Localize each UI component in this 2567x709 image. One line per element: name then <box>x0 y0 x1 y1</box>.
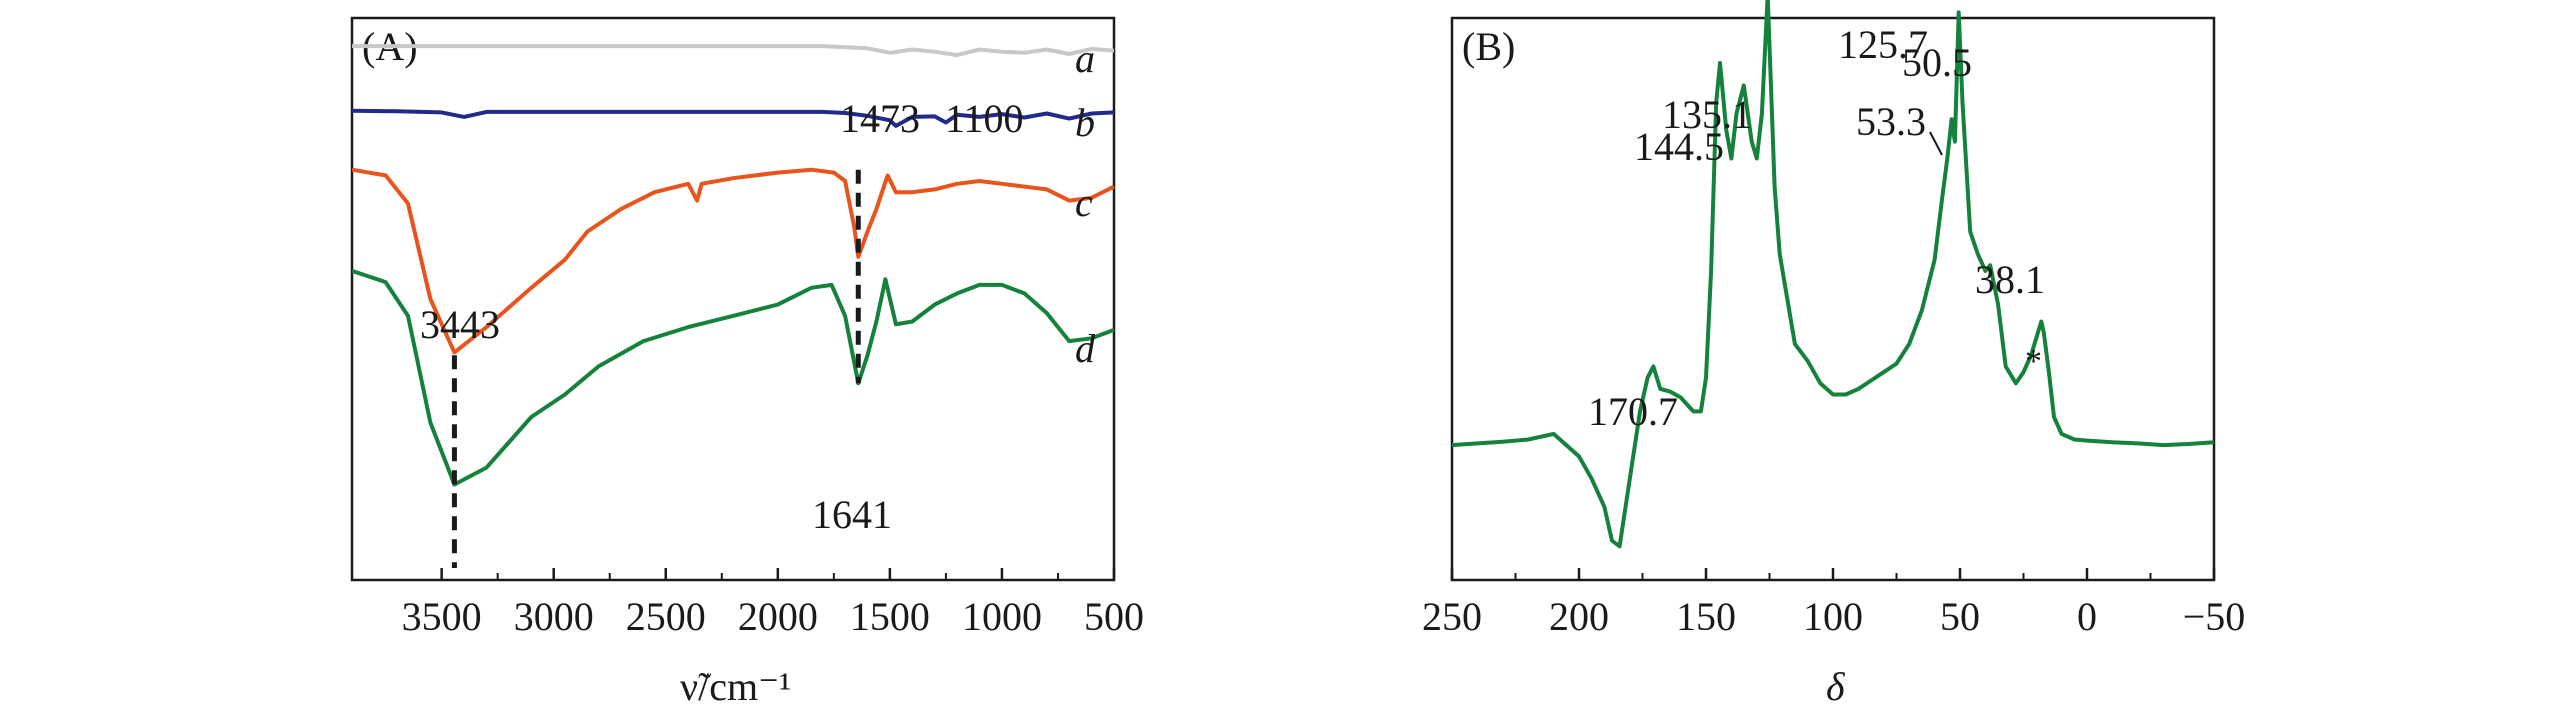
panel-a-chart: (A) 3500 3000 2500 2000 1500 1000 500 a b c d … <box>350 16 1144 709</box>
panel-b-x-tick-label-0: 0 <box>2077 594 2097 639</box>
panel-a-x-tick-label-3500: 3500 <box>402 594 482 639</box>
annotation-50-5: 50.5 <box>1902 40 1972 85</box>
annotation-170-7: 170.7 <box>1588 389 1678 434</box>
curve-label-c: c <box>1075 180 1093 225</box>
annotation-53-3: 53.3 <box>1856 99 1926 144</box>
curve-label-a: a <box>1075 36 1095 81</box>
panel-b-x-tick-label-150: 150 <box>1676 594 1736 639</box>
annotation-1100: 1100 <box>945 96 1024 141</box>
annotation-144-5: 144.5 <box>1634 124 1724 169</box>
panel-b-series-group <box>1451 0 2215 549</box>
panel-a-dashed-markers <box>451 169 861 568</box>
panel-a-x-tick-label-2500: 2500 <box>626 594 706 639</box>
panel-a-x-ticks <box>440 568 1116 580</box>
annotation-1473: 1473 <box>840 96 920 141</box>
panel-a-x-tick-label-2000: 2000 <box>738 594 818 639</box>
curve-label-b: b <box>1075 100 1095 145</box>
panel-a-series-b-line <box>351 108 1115 128</box>
annotation-125-7: 125.7 <box>1838 22 1928 67</box>
panel-b-x-tick-label-250: 250 <box>1422 594 1482 639</box>
panel-a-frame <box>350 16 1116 582</box>
panel-a-x-tick-label-1500: 1500 <box>850 594 930 639</box>
annotation-3443: 3443 <box>420 302 500 347</box>
panel-a-x-tick-labels: 3500 3000 2500 2000 1500 1000 500 <box>402 594 1144 639</box>
annotation-asterisk: * <box>2025 343 2042 380</box>
panel-b-frame <box>1450 16 2216 582</box>
panel-a-x-axis-label: ν̃/cm⁻¹ <box>680 664 791 709</box>
panel-b-x-tick-label-50: 50 <box>1940 594 1980 639</box>
annotation-53-3-leader <box>1929 131 1943 156</box>
annotation-1641: 1641 <box>812 492 892 537</box>
panel-a-x-tick-label-3000: 3000 <box>514 594 594 639</box>
panel-b-label: (B) <box>1462 24 1515 69</box>
panel-a-series-c-line <box>351 167 1115 355</box>
panel-a-series-d-line <box>351 269 1115 487</box>
curve-label-d: d <box>1075 326 1096 371</box>
panel-b-x-axis-label: δ <box>1826 664 1846 709</box>
panel-b-x-tick-label-200: 200 <box>1549 594 1609 639</box>
panel-b-series-0-line <box>1451 0 2215 549</box>
panel-b-x-tick-label--50: −50 <box>2183 594 2246 639</box>
annotation-38-1: 38.1 <box>1975 257 2045 302</box>
annotation-135-1: 135.1 <box>1662 92 1752 137</box>
panel-b-x-ticks <box>1450 568 2216 580</box>
panel-b-chart: (B) 250 200 150 100 50 0 −50 125.7 135.1 144.5… <box>1422 0 2245 709</box>
panel-a-series-group <box>351 44 1115 487</box>
panel-b-x-tick-label-100: 100 <box>1803 594 1863 639</box>
panel-a-x-tick-label-1000: 1000 <box>962 594 1042 639</box>
panel-b-x-tick-labels: 250 200 150 100 50 0 −50 <box>1422 594 2245 639</box>
panel-a-series-a-line <box>352 44 1115 58</box>
panel-a-x-tick-label-500: 500 <box>1084 594 1144 639</box>
